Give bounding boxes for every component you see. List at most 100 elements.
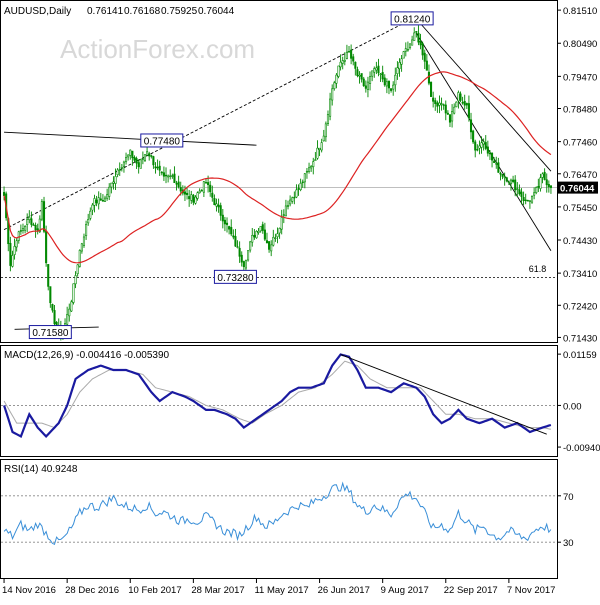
candle-body [133,157,136,161]
candle-body [320,142,323,151]
candle-body [192,194,195,203]
candle [209,181,212,197]
macd-y-tick-label: -0.009408 [563,443,600,454]
price-level-annotation: 0.73280 [213,269,257,284]
candle [91,202,94,216]
candle-body [51,304,54,311]
macd-y-tick-label: 0.01159 [563,350,597,361]
price-y-tick-label: 0.76470 [563,170,597,181]
candle-body [21,228,25,231]
candle [135,156,138,169]
candle [192,193,195,206]
candle [263,222,266,241]
candle-body [432,97,435,102]
candle [51,303,54,313]
candle [265,232,269,244]
candle [476,144,479,152]
candle [444,100,447,121]
candle-body [423,52,426,62]
candle [183,185,186,201]
candle-body [228,226,231,230]
candle-body [535,187,538,194]
candle [329,92,332,121]
candle-body [270,244,273,252]
candle [375,61,378,75]
candle-body [497,162,500,173]
price-y-tick-label: 0.74430 [563,236,597,247]
candle [160,171,163,176]
candle-body [326,114,330,124]
candle-body [127,154,130,158]
candle [272,229,275,247]
candle-body [335,74,338,84]
x-tick-label: 10 Feb 2017 [128,585,181,596]
candle-body [120,167,123,169]
candle-body [366,81,369,90]
candle-body [526,200,529,202]
candle [326,110,330,126]
candle [408,43,412,50]
candle-body [36,228,39,231]
candle-body [392,84,395,90]
x-tick-label: 7 Nov 2017 [507,585,556,596]
price-y-tick-label: 0.71430 [563,333,597,344]
annotation-box [28,325,72,340]
candle-body [162,172,165,177]
candle-body [505,177,508,182]
candle-body [160,171,163,174]
candle [446,110,449,115]
candle-body [373,68,376,73]
candle [213,194,216,206]
candle-body [314,159,317,162]
candle [167,174,170,183]
candle-body [42,201,46,232]
candle [345,44,348,60]
candle-body [34,225,37,231]
candle [101,194,104,202]
candle [406,41,409,52]
candle-body [53,310,56,325]
candle-body [303,173,306,183]
candle [461,96,464,105]
candle [28,210,31,224]
candle-body [484,142,487,149]
candle-body [164,174,168,177]
candle-body [533,192,536,196]
candle [528,200,531,209]
rsi-line [3,481,552,545]
candle-body [19,230,22,232]
candle [253,229,256,240]
candle-body [82,236,86,246]
candle [430,81,433,97]
candle-body [318,147,321,150]
candle [268,241,271,253]
candle [549,185,552,194]
rsi-levels [1,495,557,543]
candle-body [329,98,332,117]
candle [520,188,523,205]
price-y-tick-label: 0.81510 [563,6,597,17]
header: AUDUSD,Daily 0.76141 0.76168 0.75925 0.7… [4,6,235,17]
candle [162,166,165,181]
candle-body [68,308,71,317]
candle-body [278,228,281,234]
candle [413,27,416,41]
x-tick-label: 11 May 2017 [254,585,308,596]
candle [70,299,73,313]
candle-body [261,224,264,231]
candle [522,191,525,206]
price-y-tick-label: 0.77460 [563,138,597,149]
candle [539,173,542,192]
candle-body [78,250,81,267]
annotation-label: 0.81240 [394,14,431,25]
candle-body [137,162,140,168]
rsi-y-tick-label: 30 [563,538,574,549]
candle-body [299,182,302,190]
candle-body [139,159,142,169]
candle-body [482,141,485,145]
candle-body [476,149,479,151]
candle-body [108,186,111,197]
candle-body [116,169,119,176]
candle [127,154,130,161]
candle [143,154,147,162]
